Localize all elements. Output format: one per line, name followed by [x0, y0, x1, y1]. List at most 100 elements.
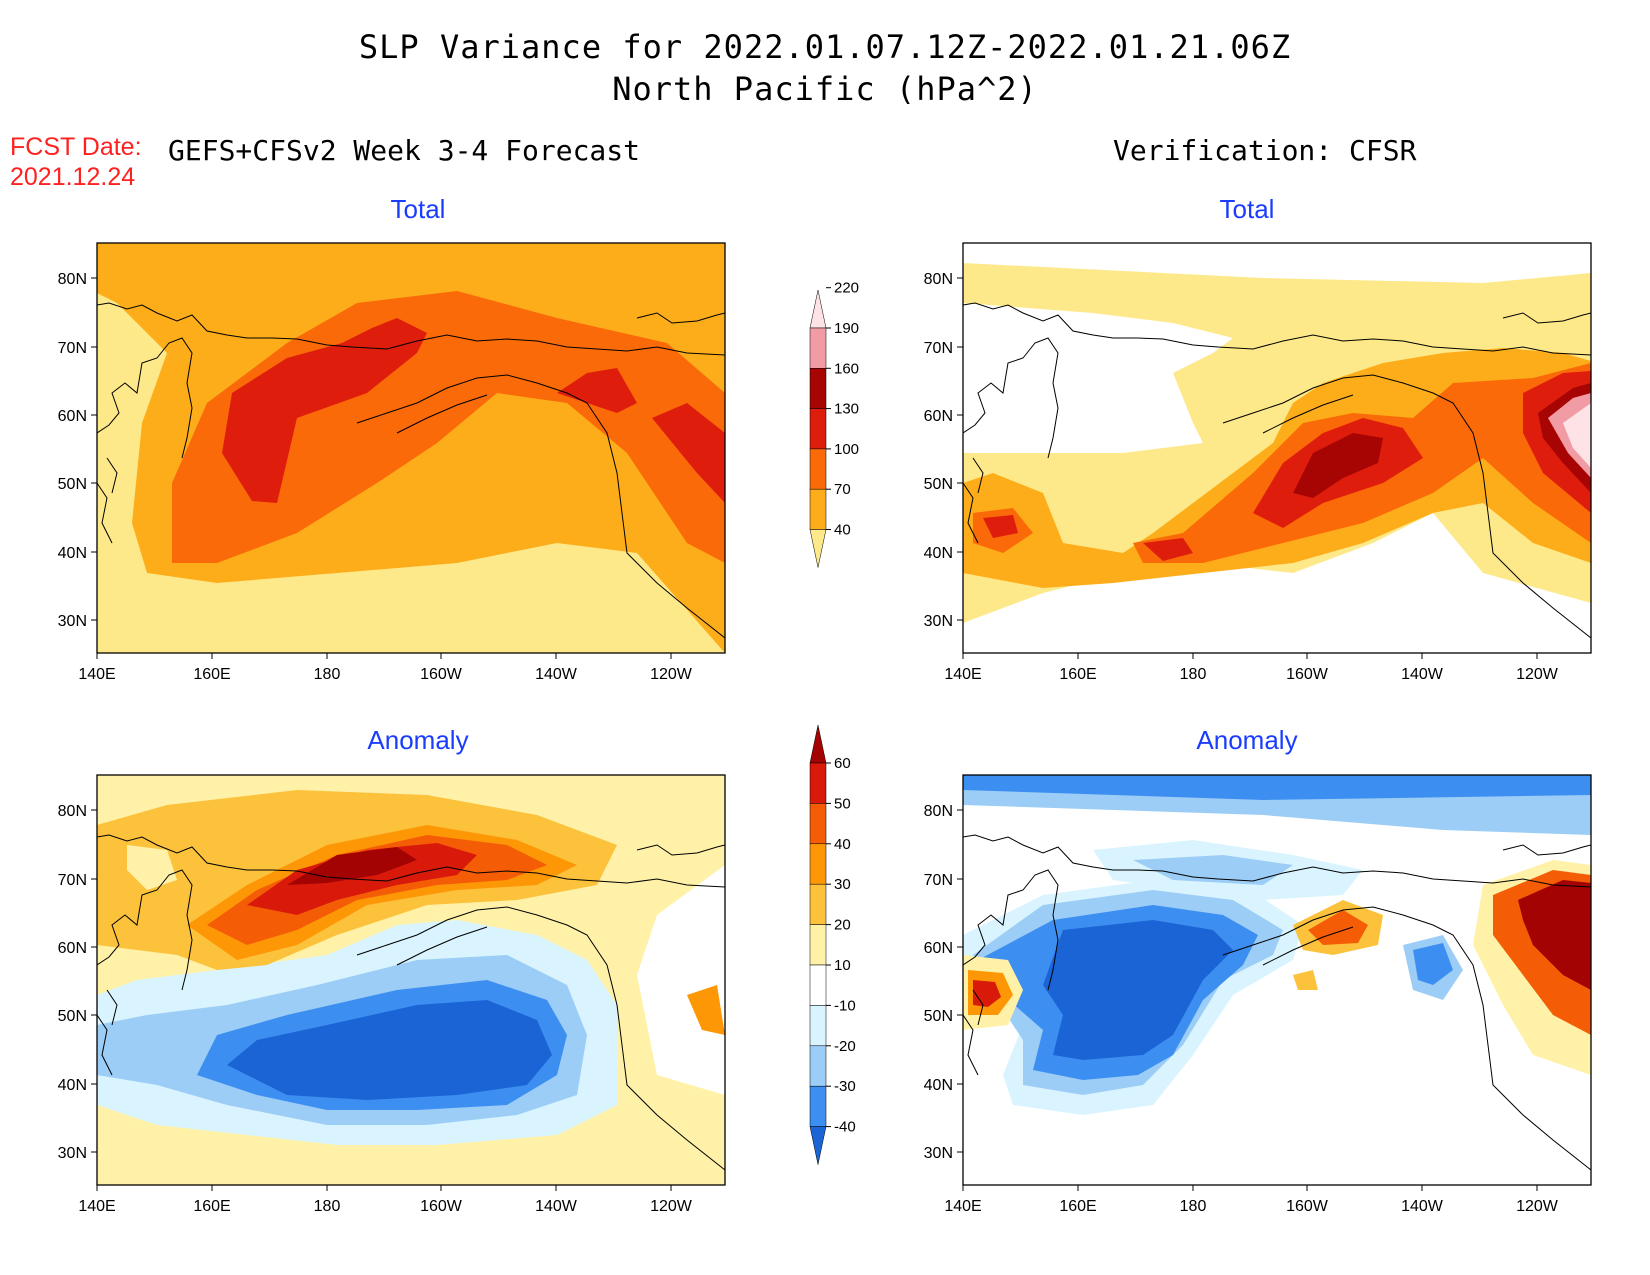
colorbar-label: 60 [834, 755, 851, 772]
x-tick-label: 140W [535, 1198, 578, 1215]
y-tick-label: 40N [58, 1077, 87, 1094]
coastline [963, 869, 1059, 991]
coastline [97, 1014, 113, 1076]
x-tick-label: 120W [650, 1198, 693, 1215]
coastline [356, 374, 725, 639]
x-tick-label: 160W [420, 1198, 463, 1215]
fcst-date-value: 2021.12.24 [10, 163, 136, 191]
coastline [963, 834, 1591, 888]
colorbar-segment [809, 964, 827, 1006]
y-tick-label: 70N [58, 340, 87, 357]
colorbar-label: 70 [834, 481, 851, 498]
colorbar-label: 100 [834, 441, 859, 458]
x-tick-label: 120W [1516, 1198, 1559, 1215]
x-tick-label: 140W [535, 666, 578, 683]
x-tick-label: 160E [193, 666, 230, 683]
y-tick-label: 70N [924, 872, 953, 889]
y-tick-label: 80N [924, 271, 953, 288]
colorbar-label: 130 [834, 401, 859, 418]
x-tick-label: 180 [314, 1198, 341, 1215]
x-tick-label: 140E [944, 666, 981, 683]
colorbar-segment [809, 408, 827, 450]
verification-column-header: Verification: CFSR [1113, 134, 1417, 167]
x-tick-label: 160E [1059, 666, 1096, 683]
y-tick-label: 30N [924, 613, 953, 630]
colorbar-segment [809, 924, 827, 966]
coastline [963, 482, 979, 544]
y-tick-label: 60N [924, 940, 953, 957]
x-tick-label: 180 [1180, 1198, 1207, 1215]
coastline [396, 394, 488, 434]
colorbar-label: 10 [834, 957, 851, 974]
colorbar-label: 40 [834, 522, 851, 539]
x-tick-label: 140E [78, 1198, 115, 1215]
forecast-anomaly-map [96, 774, 726, 1186]
colorbar-label: 20 [834, 917, 851, 934]
verification-anomaly-title: Anomaly [1196, 725, 1298, 755]
colorbar-segment [809, 488, 827, 530]
coastline [106, 457, 118, 494]
colorbar-end [809, 1126, 827, 1165]
coastline [97, 482, 113, 544]
anomaly-colorbar: -40 -30 -20 -10 10 20 30 40 50 60 [809, 724, 856, 1165]
x-tick-label: 160W [1286, 666, 1329, 683]
x-tick-label: 140E [944, 1198, 981, 1215]
verification-total-map [962, 242, 1592, 654]
coastline [1502, 312, 1591, 324]
map-axes: 140E 160E 180 160W 140W 120W 80N 70N 60N 50N 40N 30… [58, 271, 725, 683]
x-tick-label: 160E [193, 1198, 230, 1215]
x-tick-label: 160W [420, 666, 463, 683]
coastline [97, 337, 193, 459]
map-axes: 140E 160E 180 160W 140W 120W 80N 70N 60N 50N 40N 30… [924, 271, 1591, 683]
y-tick-label: 50N [924, 1008, 953, 1025]
coastline [1262, 394, 1354, 434]
y-tick-label: 50N [924, 476, 953, 493]
x-tick-label: 140W [1401, 1198, 1444, 1215]
x-tick-label: 120W [650, 666, 693, 683]
y-tick-label: 60N [924, 408, 953, 425]
colorbar-end [809, 529, 827, 568]
y-tick-label: 30N [924, 1145, 953, 1162]
figure-subtitle: North Pacific (hPa^2) [612, 70, 1038, 108]
colorbar-segment [809, 1045, 827, 1087]
colorbar-label: -20 [834, 1038, 856, 1055]
coastline [1222, 906, 1591, 1171]
colorbar-segment [809, 803, 827, 845]
coastline [396, 926, 488, 966]
colorbar-end [809, 289, 827, 329]
colorbar-segment [809, 843, 827, 885]
coastline [106, 989, 118, 1026]
y-tick-label: 30N [58, 613, 87, 630]
coastline [97, 302, 725, 356]
colorbar-segment [809, 327, 827, 369]
colorbar-label: 30 [834, 876, 851, 893]
coastline [636, 844, 725, 856]
forecast-anomaly-title: Anomaly [367, 725, 469, 755]
coastline [1222, 374, 1591, 639]
colorbar-label: 160 [834, 360, 859, 377]
x-tick-label: 180 [1180, 666, 1207, 683]
colorbar-segment [809, 1005, 827, 1047]
y-tick-label: 60N [58, 940, 87, 957]
y-tick-label: 50N [58, 1008, 87, 1025]
x-tick-label: 140E [78, 666, 115, 683]
verification-total-title: Total [1219, 194, 1275, 224]
colorbar-segment [809, 762, 827, 804]
colorbar-segment [809, 368, 827, 409]
coastline [1262, 926, 1354, 966]
y-tick-label: 70N [58, 872, 87, 889]
coastline [97, 869, 193, 991]
figure-title: SLP Variance for 2022.01.07.12Z-2022.01.… [358, 28, 1292, 66]
colorbar-segment [809, 1085, 827, 1127]
colorbar-label: 50 [834, 795, 851, 812]
colorbar-end [809, 724, 827, 764]
coastline [972, 457, 984, 494]
coastline [1502, 844, 1591, 856]
colorbar-segment [809, 448, 827, 490]
coastline [963, 337, 1059, 459]
coastline [356, 906, 725, 1171]
x-tick-label: 180 [314, 666, 341, 683]
y-tick-label: 40N [924, 545, 953, 562]
y-tick-label: 40N [924, 1077, 953, 1094]
